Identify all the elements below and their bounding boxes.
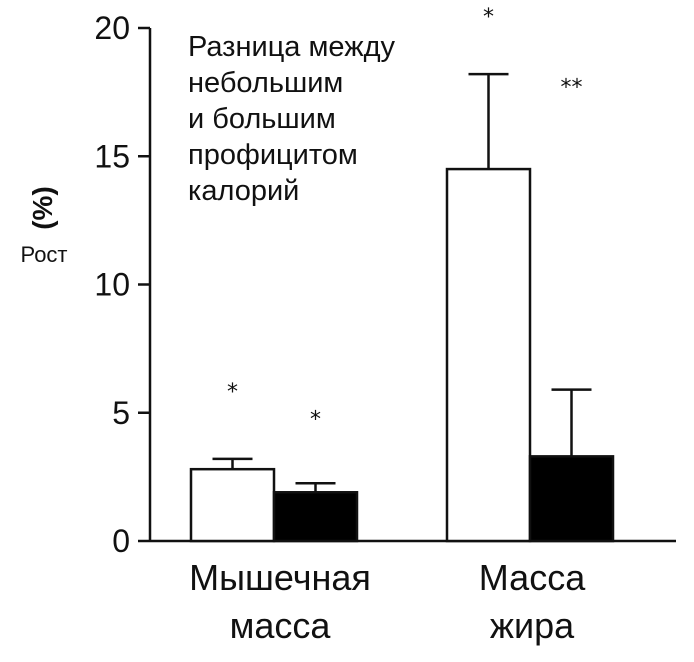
category-label-fat: Масса жира xyxy=(479,557,586,646)
bar xyxy=(272,491,359,543)
y-axis-unit-label: (%) xyxy=(27,186,58,230)
y-tick-label: 0 xyxy=(112,523,130,559)
y-tick-label: 20 xyxy=(94,10,130,46)
category-label-line: Мышечная xyxy=(189,557,371,598)
significance-mark: * xyxy=(227,380,238,405)
significance-mark: * xyxy=(483,5,494,30)
title-line: и большим xyxy=(188,103,336,135)
category-label-line: жира xyxy=(490,605,575,646)
bar xyxy=(189,467,276,543)
significance-mark: * xyxy=(310,407,321,432)
significance-mark: ** xyxy=(561,76,583,101)
y-ticks: 0 5 10 15 20 xyxy=(94,10,150,559)
category-label-muscle: Мышечная масса xyxy=(189,557,371,646)
category-label-line: Масса xyxy=(479,557,586,598)
bar xyxy=(528,455,615,543)
chart-title: Разница между небольшим и большим профиц… xyxy=(188,31,396,207)
y-tick-label: 10 xyxy=(94,267,130,303)
bars: ***** xyxy=(189,5,615,543)
title-line: профицитом xyxy=(188,139,358,171)
title-line: калорий xyxy=(188,175,299,207)
title-line: небольшим xyxy=(188,67,343,99)
y-tick-label: 15 xyxy=(94,138,130,174)
bar xyxy=(445,167,532,543)
y-axis-name-label: Рост xyxy=(20,242,67,267)
category-label-line: масса xyxy=(230,605,332,646)
y-tick-label: 5 xyxy=(112,395,130,431)
title-line: Разница между xyxy=(188,31,396,63)
